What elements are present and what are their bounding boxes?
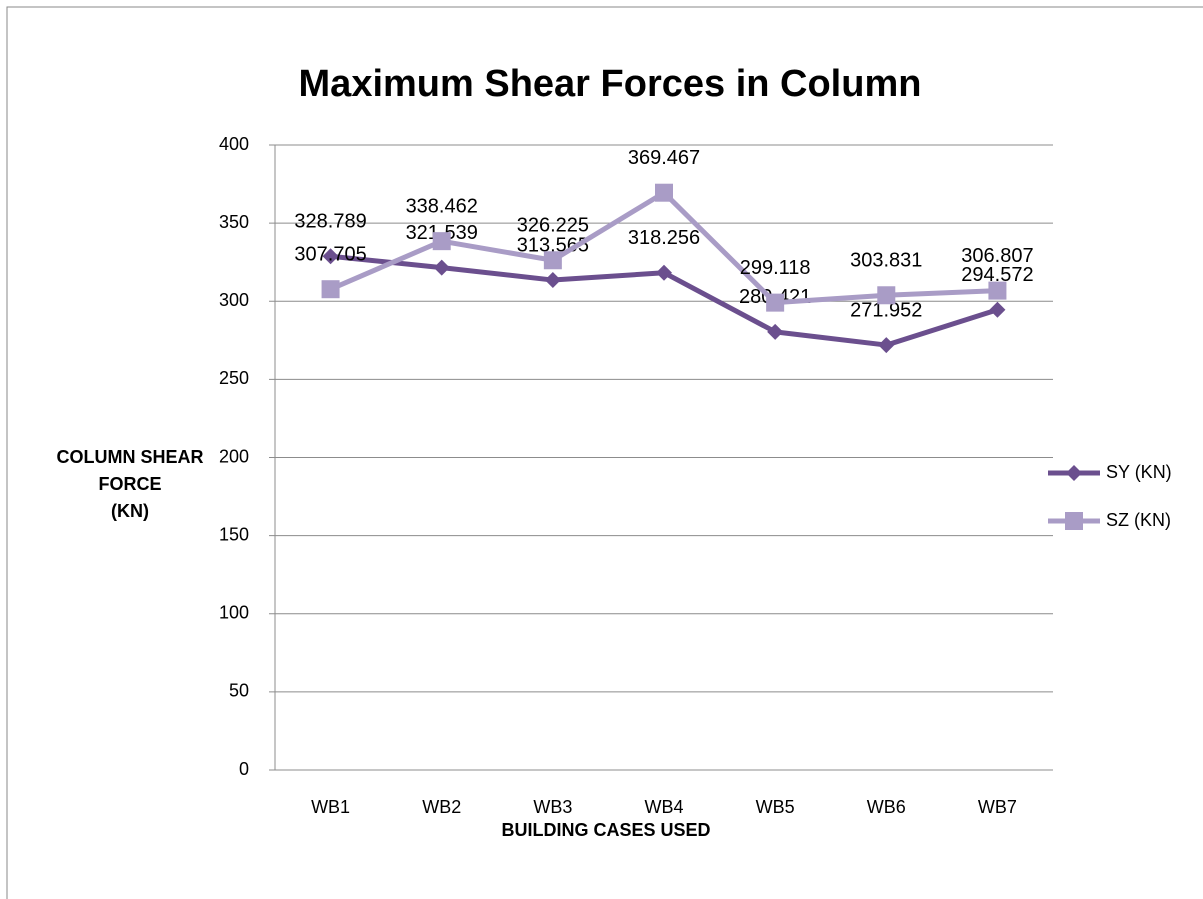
data-label: 299.118 [740,257,811,279]
data-label: 303.831 [850,250,922,272]
data-label: 328.789 [294,211,366,233]
marker [877,286,896,305]
chart-frame [6,6,1203,899]
y-tick-label: 50 [229,681,249,701]
data-label: 318.256 [628,227,700,249]
marker [544,272,561,289]
marker [767,323,784,340]
x-tick-label: WB6 [867,797,906,817]
y-tick-label: 0 [239,759,249,779]
x-tick-label: WB4 [644,797,683,817]
marker [656,264,672,281]
legend-label: SZ (KN) [1106,510,1171,530]
marker [433,259,450,276]
marker [1065,512,1083,530]
marker [766,293,785,312]
x-tick-label: WB7 [978,797,1017,817]
marker [1066,465,1082,481]
y-tick-label: 350 [219,212,249,232]
marker [988,281,1007,300]
y-tick-label: 250 [219,368,249,388]
y-axis-title: COLUMN SHEAR FORCE (KN) [56,447,204,521]
data-label: 326.225 [517,215,589,237]
legend-label: SY (KN) [1106,462,1172,482]
x-axis-title: BUILDING CASES USED [501,820,710,840]
marker [322,248,339,265]
y-tick-label: 300 [219,290,249,310]
data-label: 271.952 [850,299,922,321]
data-label: 294.572 [961,264,1033,286]
marker [543,251,562,270]
y-tick-label: 100 [219,603,249,623]
x-tick-label: WB5 [756,797,795,817]
marker [321,280,340,299]
marker [878,337,895,354]
marker [655,183,673,202]
chart-title: Maximum Shear Forces in Column [299,63,922,105]
marker [989,301,1006,318]
data-label: 338.462 [406,195,478,217]
y-tick-label: 200 [219,446,249,466]
data-label: 369.467 [628,147,700,169]
y-tick-label: 150 [219,524,249,544]
y-tick-label: 400 [219,134,249,154]
x-tick-label: WB3 [533,797,572,817]
data-label: 306.807 [961,245,1033,267]
data-label: 307.705 [294,243,366,265]
marker [432,232,451,251]
x-tick-label: WB2 [422,797,461,817]
x-tick-label: WB1 [311,797,350,817]
